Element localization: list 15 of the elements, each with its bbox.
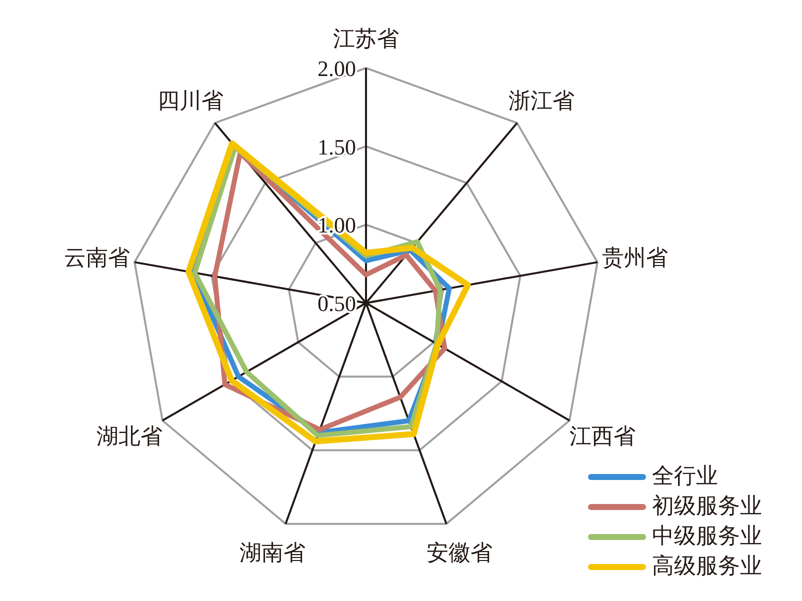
- legend-label: 全行业: [652, 463, 718, 491]
- y-tick-label: 1.50: [318, 134, 356, 160]
- spoke-label: 湖北省: [96, 424, 163, 450]
- spoke-label: 贵州省: [602, 246, 668, 271]
- spoke-label: 四川省: [158, 89, 224, 114]
- spoke-label: 浙江省: [508, 89, 574, 114]
- spoke-label: 云南省: [64, 246, 130, 271]
- spoke-label: 江苏省: [333, 27, 399, 52]
- legend-label: 初级服务业: [652, 493, 762, 521]
- spoke-label: 湖南省: [240, 541, 306, 566]
- legend-label: 中级服务业: [652, 523, 762, 551]
- spoke-label: 江西省: [569, 424, 636, 450]
- legend-label: 高级服务业: [652, 553, 762, 581]
- spoke-label: 安徽省: [426, 541, 492, 566]
- y-tick-label: 2.00: [318, 56, 356, 81]
